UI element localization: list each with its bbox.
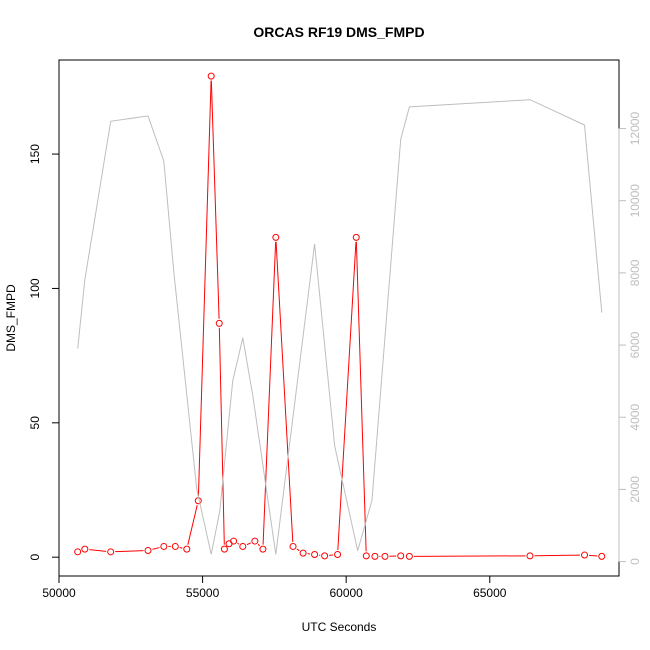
data-point: [171, 542, 179, 550]
data-point: [526, 552, 534, 560]
data-point: [259, 545, 267, 553]
series-segment-primary: [246, 542, 251, 546]
series-segment-primary: [337, 241, 357, 551]
series-segment-primary: [588, 554, 598, 557]
data-point: [311, 551, 319, 558]
series-segment-primary: [262, 241, 277, 545]
data-point: [581, 551, 589, 559]
y-tick-label: 100: [28, 278, 42, 298]
y2-tick-label: 2000: [628, 476, 642, 503]
y2-tick-label: 8000: [628, 259, 642, 286]
x-tick-label: 55000: [186, 586, 220, 600]
series-segment-primary: [89, 549, 107, 552]
series-segment-primary: [115, 550, 144, 553]
data-point: [107, 548, 115, 556]
data-point: [230, 537, 238, 545]
x-axis-label: UTC Seconds: [302, 620, 377, 634]
data-point: [194, 497, 202, 505]
x-tick-label: 65000: [473, 586, 507, 600]
series-segment-primary: [152, 547, 160, 550]
y-tick-label: 0: [28, 554, 42, 561]
data-point: [299, 549, 307, 557]
series-segment-primary: [257, 543, 261, 547]
data-point: [598, 552, 606, 560]
y-axis-label: DMS_FMPD: [4, 284, 18, 352]
data-point: [81, 545, 89, 553]
series-segment-primary: [237, 542, 240, 545]
plot-frame: [58, 59, 620, 577]
series-segment-primary: [187, 505, 198, 545]
data-point: [272, 233, 280, 241]
data-point: [362, 552, 370, 560]
data-point: [371, 552, 379, 560]
series-segment-primary: [275, 241, 294, 542]
series-segment-primary: [218, 327, 225, 545]
data-point: [251, 537, 259, 545]
data-point: [334, 551, 342, 558]
data-point: [381, 552, 389, 560]
y2-tick-label: 12000: [628, 112, 642, 146]
y-tick-label: 150: [28, 144, 42, 164]
series-segment-primary: [355, 241, 367, 552]
data-point: [239, 542, 247, 550]
data-point: [207, 72, 215, 80]
series-segment-primary: [197, 80, 212, 497]
data-point: [220, 545, 228, 553]
y2-tick-label: 0: [628, 558, 642, 565]
x-tick-label: 50000: [42, 586, 76, 600]
series-segment-primary: [210, 80, 220, 319]
data-point: [289, 542, 297, 550]
y2-tick-label: 4000: [628, 404, 642, 431]
data-point: [144, 546, 152, 554]
series-segment-primary: [534, 554, 581, 557]
data-point: [321, 552, 329, 560]
series-line-secondary: [77, 99, 603, 555]
y-tick-label: 50: [28, 416, 42, 430]
series-segment-primary: [179, 546, 183, 549]
series-segment-primary: [296, 548, 300, 552]
data-point: [183, 545, 191, 553]
y2-tick-label: 6000: [628, 331, 642, 358]
data-point: [215, 319, 223, 327]
plot-layer: 50000 55000 60000 65000 0 50 100 150 0 2000 4000 60…: [28, 59, 642, 600]
data-point: [74, 548, 82, 556]
data-point: [405, 552, 413, 560]
y2-tick-label: 10000: [628, 184, 642, 218]
data-point: [160, 542, 168, 550]
x-tick-label: 60000: [329, 586, 363, 600]
data-point: [352, 233, 360, 241]
data-point: [397, 552, 405, 560]
chart-title: ORCAS RF19 DMS_FMPD: [253, 24, 424, 40]
